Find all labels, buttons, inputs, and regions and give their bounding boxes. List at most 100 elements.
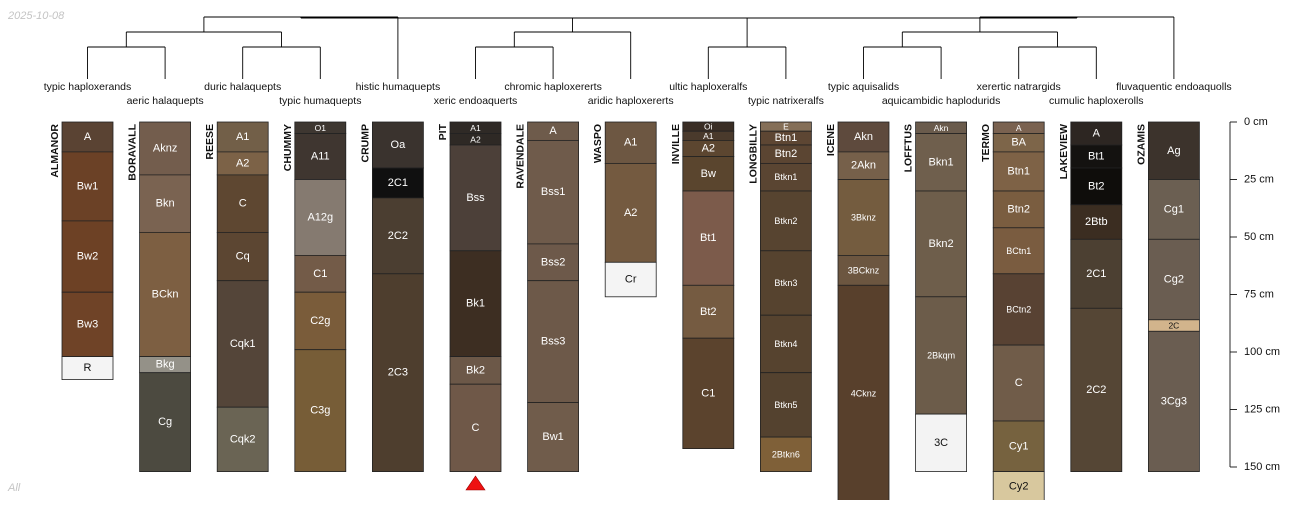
axis-tick-label: 50 cm bbox=[1244, 231, 1274, 243]
axis-tick-label: 25 cm bbox=[1244, 174, 1274, 186]
horizon-label: Ag bbox=[1167, 145, 1180, 157]
horizon-label: Btkn2 bbox=[774, 216, 797, 226]
horizon-a12g bbox=[294, 179, 347, 256]
horizon-label: A1 bbox=[624, 137, 637, 149]
horizon-label: R bbox=[84, 362, 92, 374]
taxon-label: typic natrixeralfs bbox=[748, 95, 824, 107]
horizon-label: BCtn2 bbox=[1006, 304, 1031, 314]
horizon-2btkn6 bbox=[760, 436, 812, 473]
horizon-bt2 bbox=[1070, 167, 1123, 206]
axis-tick-label: 0 cm bbox=[1244, 116, 1268, 128]
profile-lofftus: Akn Bkn1 Bkn2 2Bkqm 3C LOFFTUS bbox=[903, 121, 967, 473]
horizon-cg2 bbox=[1148, 238, 1200, 321]
horizon-c2g bbox=[294, 291, 347, 351]
horizon-label: A11 bbox=[311, 151, 330, 163]
taxon-label: aeric halaquepts bbox=[127, 95, 204, 107]
profile-lakeview: A Bt1 Bt2 2Btb 2C1 2C2 LAKEVIEW bbox=[1058, 121, 1123, 472]
horizon-label: Btn1 bbox=[775, 132, 798, 144]
horizon-label: 2Bkqm bbox=[927, 350, 955, 360]
horizon-label: A1 bbox=[470, 123, 481, 133]
horizon-cqk1 bbox=[216, 280, 269, 408]
horizon-label: Cqk1 bbox=[230, 338, 256, 350]
profile-id: WASPO bbox=[592, 124, 604, 163]
horizon-label: Bw3 bbox=[77, 318, 98, 330]
horizon-label: Btn2 bbox=[1007, 203, 1030, 215]
horizon-label: 2C1 bbox=[388, 177, 408, 189]
horizon-label: A1 bbox=[703, 131, 714, 141]
red-triangle-marker bbox=[465, 475, 486, 491]
horizon-label: Cy1 bbox=[1009, 440, 1029, 452]
profiles: A Bw1 Bw2 Bw3 R ALMANOR Aknz Bkn BCkn Bkg Cg BORAVA… bbox=[49, 121, 1200, 502]
profile-id: ALMANOR bbox=[49, 124, 61, 178]
profile-id: RAVENDALE bbox=[515, 124, 527, 189]
profile-id: LAKEVIEW bbox=[1058, 124, 1070, 180]
horizon-label: Btkn1 bbox=[774, 172, 797, 182]
corner-label: All bbox=[7, 482, 21, 494]
horizon-aknz bbox=[139, 121, 192, 176]
horizon-label: E bbox=[783, 122, 789, 132]
horizon-label: 3Cg3 bbox=[1161, 395, 1187, 407]
horizon-label: Bw1 bbox=[77, 180, 98, 192]
horizon-label: 2C2 bbox=[388, 230, 408, 242]
taxon-label: typic humaquepts bbox=[279, 95, 361, 107]
horizon-bctn2 bbox=[992, 273, 1045, 346]
profile-reese: A1 A2 C Cq Cqk1 Cqk2 REESE bbox=[204, 121, 269, 473]
horizon-ag bbox=[1148, 121, 1200, 180]
horizon-3c bbox=[915, 413, 967, 473]
horizon-label: Bss2 bbox=[541, 256, 565, 268]
horizon-c bbox=[449, 383, 502, 473]
horizon-label: Cg bbox=[158, 416, 172, 428]
horizon-label: C bbox=[239, 198, 247, 210]
horizon-label: Bss bbox=[466, 192, 485, 204]
axis-tick-label: 150 cm bbox=[1244, 461, 1280, 473]
horizon-label: 2Akn bbox=[851, 160, 876, 172]
horizon-3cg3 bbox=[1148, 330, 1200, 472]
horizon-2c3 bbox=[371, 273, 424, 472]
horizon-label: Bk1 bbox=[466, 298, 485, 310]
profile-id: LONGBILLY bbox=[747, 124, 759, 184]
horizon-label: A2 bbox=[702, 142, 715, 154]
horizon-cg1 bbox=[1148, 179, 1200, 240]
horizon-2c2 bbox=[371, 197, 424, 275]
horizon-label: Bw bbox=[701, 168, 716, 180]
profile-id: REESE bbox=[204, 124, 216, 160]
taxon-labels: typic haploxerands aeric halaqueptsduric … bbox=[44, 81, 1232, 107]
axis-tick-label: 125 cm bbox=[1244, 404, 1280, 416]
horizon-bw bbox=[682, 156, 735, 192]
profile-id: INVILLE bbox=[670, 124, 682, 164]
horizon-3bcknz bbox=[837, 254, 890, 286]
horizon-btn1 bbox=[992, 151, 1045, 192]
horizon-label: A2 bbox=[624, 207, 637, 219]
horizon-a1 bbox=[216, 121, 269, 153]
date-label: 2025-10-08 bbox=[7, 10, 65, 22]
horizon-bkn2 bbox=[915, 190, 967, 298]
horizon-a bbox=[61, 121, 114, 153]
horizon-label: 2Btkn6 bbox=[772, 449, 800, 459]
profile-termo: A BA Btn1 Btn2 BCtn1 BCtn2 C Cy1 Cy2 TERMO bbox=[980, 121, 1045, 502]
horizon-label: A bbox=[1016, 123, 1022, 133]
horizon-label: Akn bbox=[934, 123, 949, 133]
horizon-label: Btkn3 bbox=[774, 278, 797, 288]
horizon-a2 bbox=[604, 162, 657, 263]
horizon-2c2 bbox=[1070, 307, 1123, 472]
horizon-label: 3BCknz bbox=[848, 265, 880, 275]
horizon-label: 2C1 bbox=[1086, 268, 1106, 280]
horizon-label: Cy2 bbox=[1009, 481, 1029, 493]
taxon-label: ultic haploxeralfs bbox=[669, 81, 747, 93]
horizon-c bbox=[216, 174, 269, 233]
horizon-cg bbox=[139, 372, 192, 473]
horizon-label: Bkn2 bbox=[929, 238, 954, 250]
horizon-label: Bss1 bbox=[541, 186, 565, 198]
horizon-cr bbox=[604, 261, 657, 298]
horizon-label: Cqk2 bbox=[230, 433, 256, 445]
horizon-bkn bbox=[139, 174, 192, 233]
horizon-label: Bt2 bbox=[700, 306, 717, 318]
horizon-label: C1 bbox=[701, 387, 715, 399]
horizon-cy1 bbox=[992, 420, 1045, 472]
horizon-4cknz bbox=[837, 284, 890, 502]
horizon-label: Bk2 bbox=[466, 364, 485, 376]
horizon-label: 2Btb bbox=[1085, 216, 1108, 228]
profile-id: BORAVALL bbox=[127, 123, 139, 180]
